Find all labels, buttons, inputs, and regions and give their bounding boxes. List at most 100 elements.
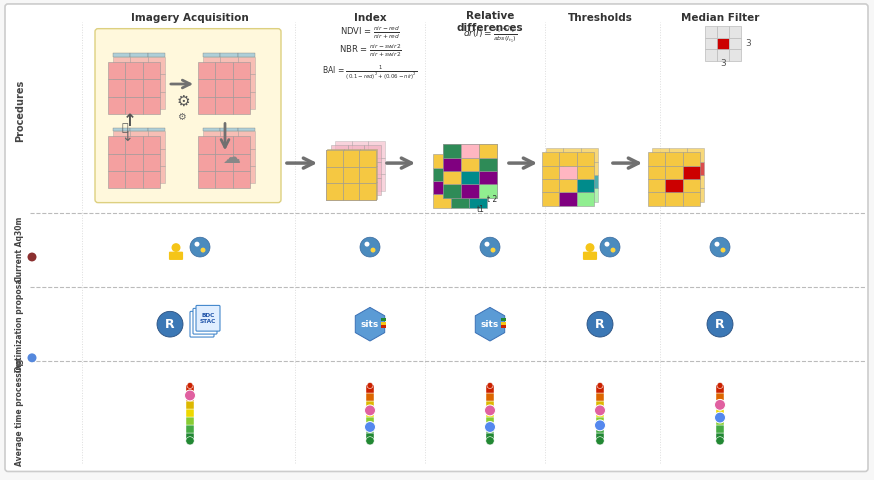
Text: Index: Index xyxy=(354,13,386,23)
Bar xyxy=(220,149,238,166)
Bar xyxy=(366,394,374,401)
Bar xyxy=(717,49,729,61)
Bar xyxy=(348,178,364,195)
Text: ↑: ↑ xyxy=(123,111,137,130)
Bar xyxy=(359,150,376,167)
Bar xyxy=(326,183,343,200)
Bar xyxy=(546,162,564,175)
Bar xyxy=(469,154,487,168)
Text: 🔍: 🔍 xyxy=(121,123,128,133)
Bar xyxy=(669,175,687,188)
Circle shape xyxy=(27,252,37,262)
Bar xyxy=(443,184,461,198)
Bar xyxy=(326,150,343,167)
Bar xyxy=(443,157,461,171)
FancyBboxPatch shape xyxy=(169,252,183,260)
Bar xyxy=(198,96,215,114)
Bar xyxy=(220,128,238,132)
Circle shape xyxy=(186,437,194,445)
Bar xyxy=(479,171,497,184)
Bar xyxy=(683,192,700,205)
Bar xyxy=(359,150,376,167)
Bar xyxy=(327,149,343,166)
Bar xyxy=(108,79,125,96)
Bar xyxy=(142,62,160,79)
Bar xyxy=(203,166,220,183)
Bar xyxy=(717,26,729,37)
Bar xyxy=(461,171,479,184)
Circle shape xyxy=(487,383,493,388)
Text: ⚙: ⚙ xyxy=(177,112,185,121)
Bar xyxy=(343,149,360,166)
Bar xyxy=(479,144,497,157)
Bar xyxy=(326,167,343,183)
Text: sits: sits xyxy=(481,320,499,329)
Bar xyxy=(198,62,215,79)
FancyBboxPatch shape xyxy=(193,308,217,334)
Bar xyxy=(461,157,479,171)
Text: R: R xyxy=(595,318,605,331)
Bar xyxy=(486,417,494,425)
Bar xyxy=(443,184,461,198)
Text: BAI = $\frac{1}{(0.1-red)^2+(0.06-nir)^2}$: BAI = $\frac{1}{(0.1-red)^2+(0.06-nir)^2… xyxy=(323,63,418,82)
Bar xyxy=(380,325,385,328)
Bar xyxy=(220,92,238,109)
Text: t1: t1 xyxy=(477,205,485,214)
Bar xyxy=(359,183,376,200)
Bar xyxy=(203,132,220,149)
Bar xyxy=(461,184,479,198)
Bar xyxy=(343,166,360,182)
Bar xyxy=(343,183,359,200)
Bar xyxy=(433,154,451,168)
Bar xyxy=(716,385,724,394)
Bar xyxy=(125,96,142,114)
FancyBboxPatch shape xyxy=(583,252,597,260)
Bar xyxy=(125,62,142,79)
Bar xyxy=(331,145,348,162)
Bar xyxy=(461,184,479,198)
Bar xyxy=(220,132,238,149)
Bar xyxy=(331,162,348,178)
Bar xyxy=(368,174,385,191)
Bar xyxy=(125,154,142,171)
Text: Median Filter: Median Filter xyxy=(681,13,760,23)
Bar xyxy=(238,128,255,132)
Bar xyxy=(564,148,580,162)
Bar xyxy=(486,394,494,401)
Circle shape xyxy=(187,383,193,388)
Bar xyxy=(142,171,160,188)
Text: $dr(I) = \frac{I_{t_1} - I_{t_2}}{abs(I_{t_1})}$: $dr(I) = \frac{I_{t_1} - I_{t_2}}{abs(I_… xyxy=(463,24,517,45)
Bar xyxy=(331,178,348,195)
Circle shape xyxy=(720,248,725,252)
Bar xyxy=(461,144,479,157)
Bar xyxy=(542,192,559,205)
Bar xyxy=(359,167,376,183)
Bar xyxy=(148,149,165,166)
Bar xyxy=(451,181,469,194)
Bar xyxy=(486,433,494,441)
Bar xyxy=(360,166,377,182)
Bar xyxy=(359,150,376,167)
Bar xyxy=(687,188,704,202)
Bar xyxy=(360,149,377,166)
Bar xyxy=(238,149,255,166)
Circle shape xyxy=(157,312,183,337)
Bar xyxy=(186,401,194,409)
Circle shape xyxy=(184,390,196,401)
Bar xyxy=(546,148,564,162)
Bar xyxy=(364,162,381,178)
Bar xyxy=(186,433,194,441)
Bar xyxy=(716,401,724,409)
Bar xyxy=(665,166,683,179)
Bar xyxy=(366,433,374,441)
Circle shape xyxy=(484,421,496,432)
Bar xyxy=(648,192,665,205)
Bar xyxy=(113,128,130,132)
Text: 3: 3 xyxy=(745,39,751,48)
Circle shape xyxy=(596,437,604,445)
Bar xyxy=(648,152,665,166)
Bar xyxy=(596,409,604,417)
Bar xyxy=(203,128,220,132)
Bar xyxy=(360,182,377,199)
Bar xyxy=(203,57,220,74)
